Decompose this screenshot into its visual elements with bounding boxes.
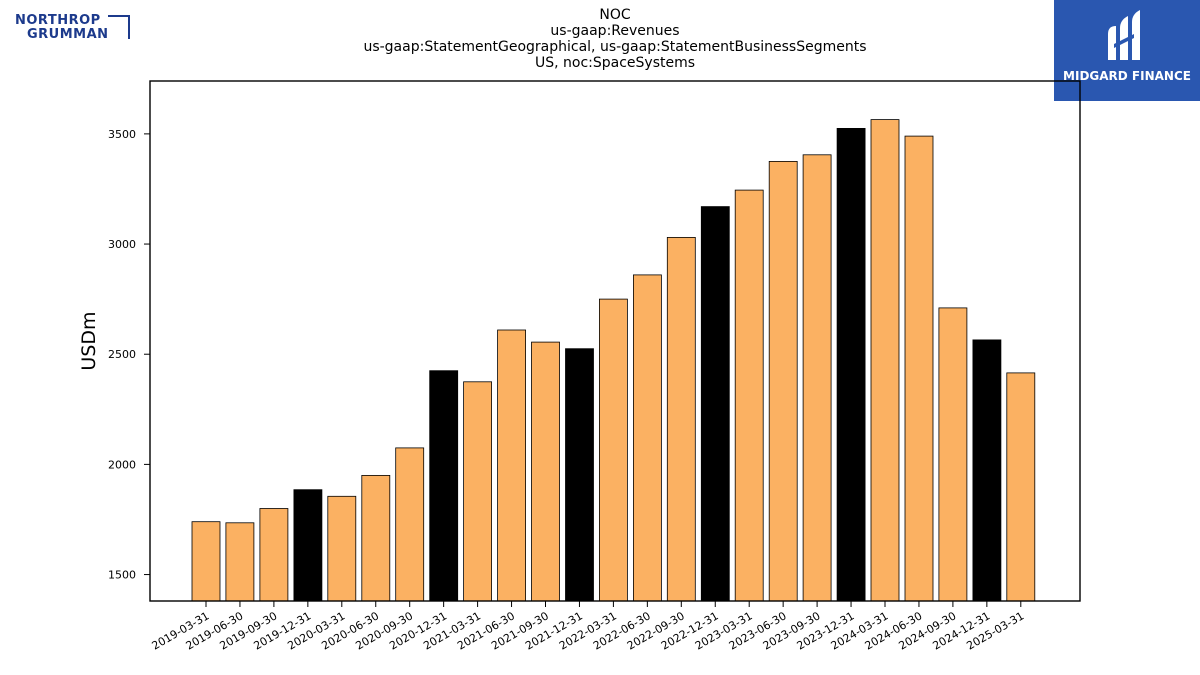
logo-bracket-side — [128, 15, 130, 39]
midgard-mark-icon — [1108, 10, 1140, 60]
bar-2021-03-31 — [463, 381, 493, 602]
bar-2021-12-31 — [565, 348, 594, 602]
bar-2020-09-30 — [395, 447, 425, 602]
bar-2024-03-31 — [870, 119, 900, 602]
y-tick-label-3500: 3500 — [108, 128, 136, 141]
bar-2021-09-30 — [531, 341, 560, 602]
bar-2025-03-31 — [1006, 372, 1036, 602]
y-tick-label-3000: 3000 — [108, 238, 136, 251]
chart-title: NOC us-gaap:Revenues us-gaap:StatementGe… — [250, 7, 980, 71]
bar-2022-06-30 — [633, 274, 662, 602]
bar-2023-06-30 — [768, 160, 798, 602]
logo-word-grumman: GRUMMAN — [27, 27, 109, 42]
bar-2020-03-31 — [327, 495, 357, 602]
bar-2022-12-31 — [700, 206, 730, 602]
bar-2024-06-30 — [904, 135, 934, 602]
bar-2022-03-31 — [599, 298, 628, 602]
y-tick-label-1500: 1500 — [108, 569, 136, 582]
bar-2020-12-31 — [429, 370, 459, 602]
logo-bracket-top — [108, 15, 130, 17]
y-axis: 1500 2000 2500 3000 3500 — [108, 128, 150, 582]
title-ticker: NOC — [599, 7, 631, 23]
bar-2019-12-31 — [293, 489, 323, 602]
midgard-finance-logo: MIDGARD FINANCE — [1054, 0, 1200, 101]
bar-2021-06-30 — [497, 329, 527, 602]
midgard-brand-text: MIDGARD FINANCE — [1063, 69, 1191, 83]
title-concept: us-gaap:Revenues — [550, 23, 680, 39]
x-axis: 2019-03-312019-06-302019-09-302019-12-31… — [150, 601, 1026, 653]
bar-2023-09-30 — [802, 154, 832, 602]
title-statements: us-gaap:StatementGeographical, us-gaap:S… — [363, 39, 867, 55]
bar-2024-09-30 — [938, 307, 968, 602]
y-axis-label: USDm — [78, 311, 100, 370]
title-segment: US, noc:SpaceSystems — [534, 55, 696, 71]
bar-2023-03-31 — [734, 189, 764, 602]
y-tick-label-2000: 2000 — [108, 458, 136, 471]
bar-2019-09-30 — [259, 508, 289, 602]
plot-frame — [149, 80, 1081, 602]
bar-2019-03-31 — [191, 521, 221, 602]
bar-2020-06-30 — [361, 474, 391, 602]
bar-2023-12-31 — [836, 127, 866, 602]
northrop-grumman-logo: NORTHROP GRUMMAN — [15, 14, 133, 44]
y-tick-label-2500: 2500 — [108, 348, 136, 361]
bar-2024-12-31 — [972, 339, 1002, 602]
bar-2019-06-30 — [225, 522, 255, 602]
bars-group — [191, 119, 1036, 602]
bar-2022-09-30 — [666, 236, 696, 602]
logo-word-northrop: NORTHROP — [15, 13, 101, 28]
